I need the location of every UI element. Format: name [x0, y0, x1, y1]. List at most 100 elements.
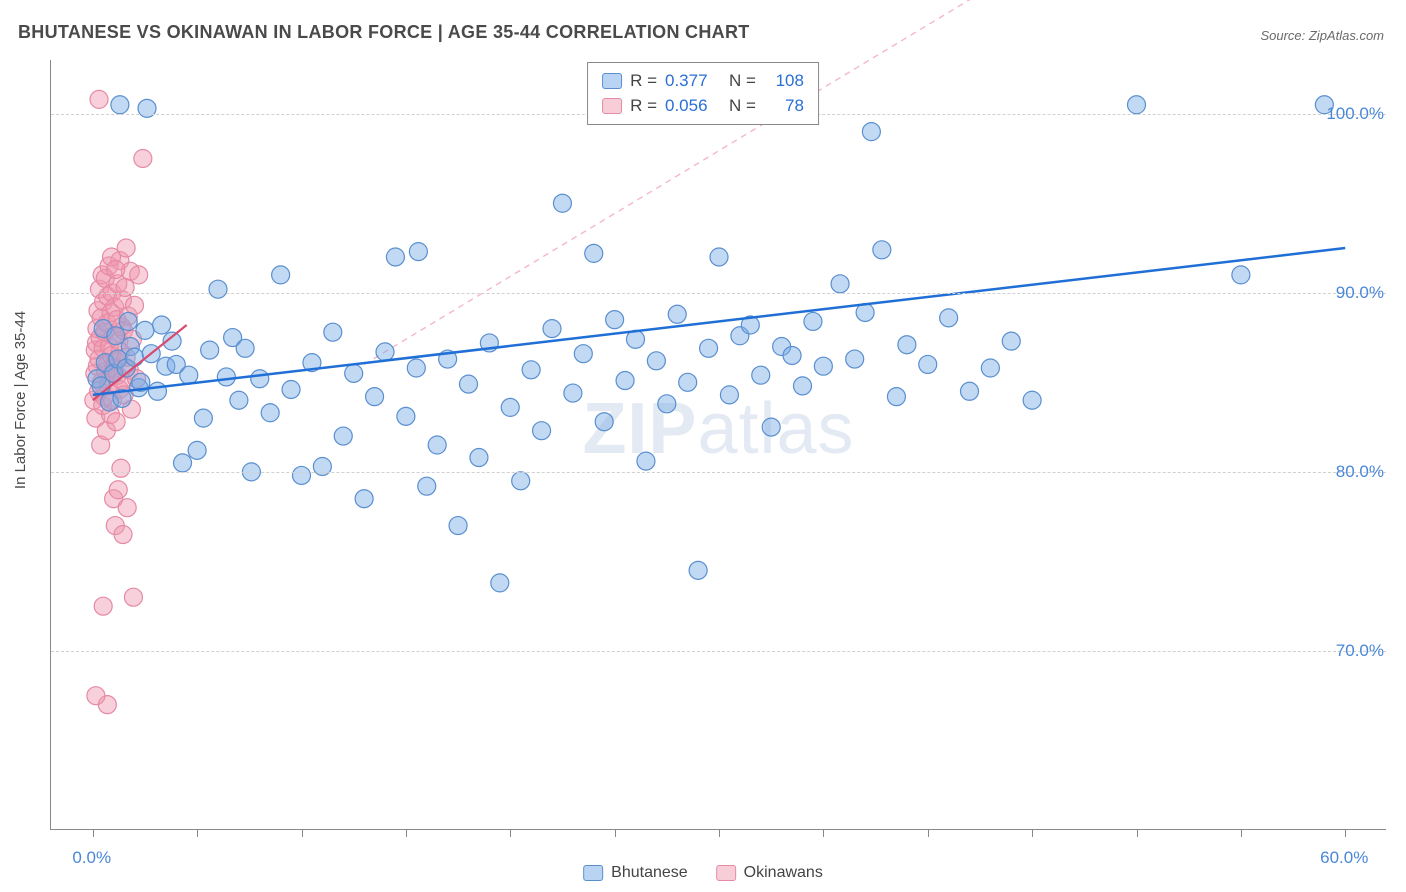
- x-tick: [1137, 829, 1138, 837]
- x-tick: [510, 829, 511, 837]
- data-point: [762, 418, 780, 436]
- legend-swatch: [583, 865, 603, 881]
- data-point: [407, 359, 425, 377]
- data-point: [873, 241, 891, 259]
- data-point: [180, 366, 198, 384]
- data-point: [418, 477, 436, 495]
- x-tick: [302, 829, 303, 837]
- scatter-svg: [51, 60, 1386, 829]
- gridline: [51, 293, 1386, 294]
- x-tick: [197, 829, 198, 837]
- x-tick: [823, 829, 824, 837]
- x-tick: [719, 829, 720, 837]
- data-point: [107, 327, 125, 345]
- data-point: [217, 368, 235, 386]
- data-point: [460, 375, 478, 393]
- data-point: [111, 96, 129, 114]
- data-point: [355, 490, 373, 508]
- data-point: [606, 311, 624, 329]
- data-point: [134, 149, 152, 167]
- x-tick: [1241, 829, 1242, 837]
- legend-n-label: N =: [729, 94, 756, 119]
- data-point: [90, 90, 108, 108]
- legend-n-value: 108: [764, 69, 804, 94]
- data-point: [124, 588, 142, 606]
- data-point: [564, 384, 582, 402]
- data-point: [533, 422, 551, 440]
- data-point: [512, 472, 530, 490]
- y-axis-label: In Labor Force | Age 35-44: [12, 311, 29, 489]
- data-point: [397, 407, 415, 425]
- data-point: [366, 388, 384, 406]
- data-point: [153, 316, 171, 334]
- data-point: [1128, 96, 1146, 114]
- data-point: [752, 366, 770, 384]
- data-point: [188, 441, 206, 459]
- data-point: [136, 321, 154, 339]
- data-point: [1002, 332, 1020, 350]
- legend-item: Bhutanese: [583, 864, 688, 882]
- data-point: [107, 261, 125, 279]
- data-point: [543, 320, 561, 338]
- data-point: [386, 248, 404, 266]
- legend-swatch: [602, 98, 622, 114]
- data-point: [689, 561, 707, 579]
- data-point: [345, 364, 363, 382]
- x-tick: [93, 829, 94, 837]
- data-point: [919, 355, 937, 373]
- legend-series-name: Bhutanese: [611, 864, 688, 882]
- x-tick-label: 60.0%: [1320, 848, 1368, 868]
- data-point: [130, 266, 148, 284]
- data-point: [1023, 391, 1041, 409]
- data-point: [282, 380, 300, 398]
- data-point: [1232, 266, 1250, 284]
- source-attribution: Source: ZipAtlas.com: [1260, 28, 1384, 43]
- legend-swatch: [602, 73, 622, 89]
- legend-r-label: R =: [630, 69, 657, 94]
- data-point: [595, 413, 613, 431]
- data-point: [804, 312, 822, 330]
- trendline: [364, 0, 1345, 364]
- legend-series-name: Okinawans: [744, 864, 823, 882]
- data-point: [94, 597, 112, 615]
- y-tick-label: 100.0%: [1326, 104, 1384, 124]
- data-point: [658, 395, 676, 413]
- data-point: [324, 323, 342, 341]
- data-point: [553, 194, 571, 212]
- y-tick-label: 90.0%: [1336, 283, 1384, 303]
- data-point: [261, 404, 279, 422]
- data-point: [428, 436, 446, 454]
- data-point: [236, 339, 254, 357]
- legend-row: R = 0.377 N = 108: [602, 69, 804, 94]
- legend-r-value: 0.377: [665, 69, 721, 94]
- data-point: [118, 499, 136, 517]
- data-point: [119, 312, 137, 330]
- data-point: [251, 370, 269, 388]
- data-point: [679, 373, 697, 391]
- legend-n-label: N =: [729, 69, 756, 94]
- x-tick: [615, 829, 616, 837]
- data-point: [334, 427, 352, 445]
- data-point: [616, 372, 634, 390]
- data-point: [898, 336, 916, 354]
- data-point: [409, 243, 427, 261]
- x-tick-label: 0.0%: [72, 848, 111, 868]
- data-point: [831, 275, 849, 293]
- data-point: [376, 343, 394, 361]
- data-point: [209, 280, 227, 298]
- data-point: [637, 452, 655, 470]
- data-point: [501, 398, 519, 416]
- data-point: [585, 244, 603, 262]
- x-tick: [1345, 829, 1346, 837]
- data-point: [470, 449, 488, 467]
- data-point: [491, 574, 509, 592]
- plot-area: ZIPatlas: [50, 60, 1386, 830]
- data-point: [201, 341, 219, 359]
- data-point: [846, 350, 864, 368]
- series-legend: Bhutanese Okinawans: [583, 864, 823, 882]
- data-point: [574, 345, 592, 363]
- data-point: [887, 388, 905, 406]
- data-point: [981, 359, 999, 377]
- legend-n-value: 78: [764, 94, 804, 119]
- y-tick-label: 70.0%: [1336, 641, 1384, 661]
